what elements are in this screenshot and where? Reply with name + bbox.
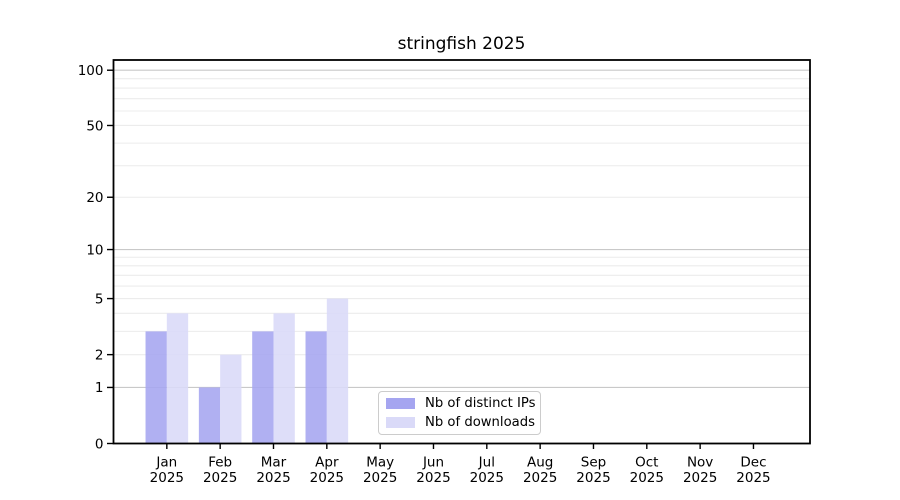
y-tick-label: 5 xyxy=(95,291,104,307)
legend-label: Nb of downloads xyxy=(425,415,535,430)
legend-item: Nb of distinct IPs xyxy=(386,396,536,411)
y-tick-label: 1 xyxy=(95,380,104,396)
bars-group xyxy=(145,298,349,444)
y-tick-label: 2 xyxy=(95,347,104,363)
y-tick-label: 0 xyxy=(95,436,104,452)
legend-item: Nb of downloads xyxy=(386,415,535,430)
x-tick-label: Dec 2025 xyxy=(736,455,770,487)
y-tick-label: 50 xyxy=(86,118,103,134)
x-axis: Jan 2025 Feb 2025 Mar 2025 Apr 2025 May 2025 Jun 20… xyxy=(150,443,771,487)
legend-swatch-distinct-ips xyxy=(386,398,415,409)
chart-title: stringfish 2025 xyxy=(397,34,526,54)
bar-distinct-ips-feb xyxy=(198,387,221,444)
x-tick-label: Feb 2025 xyxy=(203,455,237,487)
y-tick-label: 10 xyxy=(86,242,103,258)
y-axis: 0 1 2 5 10 20 50 100 xyxy=(78,63,114,452)
x-tick-label: Mar 2025 xyxy=(256,455,290,487)
x-tick-label: Apr 2025 xyxy=(310,455,344,487)
bar-downloads-jan xyxy=(166,313,189,444)
x-tick-label: Aug 2025 xyxy=(523,455,557,487)
bar-downloads-feb xyxy=(220,354,242,444)
x-tick-label: Oct 2025 xyxy=(630,455,664,487)
legend-swatch-downloads xyxy=(386,417,415,428)
chart-legend: Nb of distinct IPs Nb of downloads xyxy=(378,391,541,435)
x-tick-label: Sep 2025 xyxy=(576,455,610,487)
x-tick-label: May 2025 xyxy=(363,455,397,487)
x-tick-label: Jan 2025 xyxy=(150,455,184,487)
bar-downloads-mar xyxy=(273,313,295,444)
plot-frame xyxy=(112,59,811,445)
x-tick-label: Jun 2025 xyxy=(416,455,450,487)
gridlines xyxy=(113,69,810,388)
bar-distinct-ips-jan xyxy=(145,331,167,444)
legend-label: Nb of distinct IPs xyxy=(425,396,536,411)
y-tick-label: 20 xyxy=(86,190,103,206)
bar-distinct-ips-mar xyxy=(252,331,274,444)
x-tick-label: Nov 2025 xyxy=(683,455,717,487)
y-tick-label: 100 xyxy=(78,63,104,79)
x-tick-label: Jul 2025 xyxy=(470,455,504,487)
bar-downloads-apr xyxy=(326,298,349,444)
bar-distinct-ips-apr xyxy=(305,331,327,444)
